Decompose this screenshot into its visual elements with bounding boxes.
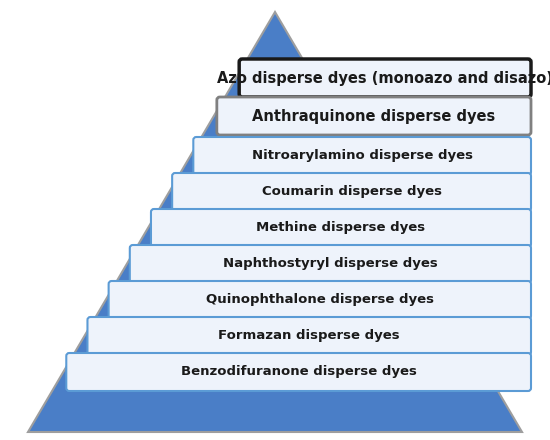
FancyBboxPatch shape: [130, 245, 531, 283]
FancyBboxPatch shape: [87, 317, 531, 355]
Text: Anthraquinone disperse dyes: Anthraquinone disperse dyes: [252, 109, 496, 124]
Text: Naphthostyryl disperse dyes: Naphthostyryl disperse dyes: [223, 257, 438, 271]
Text: Quinophthalone disperse dyes: Quinophthalone disperse dyes: [206, 293, 434, 307]
FancyBboxPatch shape: [67, 353, 531, 391]
FancyBboxPatch shape: [151, 209, 531, 247]
Polygon shape: [28, 12, 522, 432]
FancyBboxPatch shape: [239, 59, 531, 97]
FancyBboxPatch shape: [193, 137, 531, 175]
Text: Coumarin disperse dyes: Coumarin disperse dyes: [262, 186, 442, 198]
Text: Formazan disperse dyes: Formazan disperse dyes: [218, 330, 400, 342]
Text: Nitroarylamino disperse dyes: Nitroarylamino disperse dyes: [252, 150, 472, 162]
FancyBboxPatch shape: [172, 173, 531, 211]
Text: Benzodifuranone disperse dyes: Benzodifuranone disperse dyes: [181, 366, 416, 378]
Text: Azo disperse dyes (monoazo and disazo): Azo disperse dyes (monoazo and disazo): [217, 70, 550, 85]
Text: Methine disperse dyes: Methine disperse dyes: [256, 221, 426, 235]
FancyBboxPatch shape: [109, 281, 531, 319]
FancyBboxPatch shape: [217, 97, 531, 135]
